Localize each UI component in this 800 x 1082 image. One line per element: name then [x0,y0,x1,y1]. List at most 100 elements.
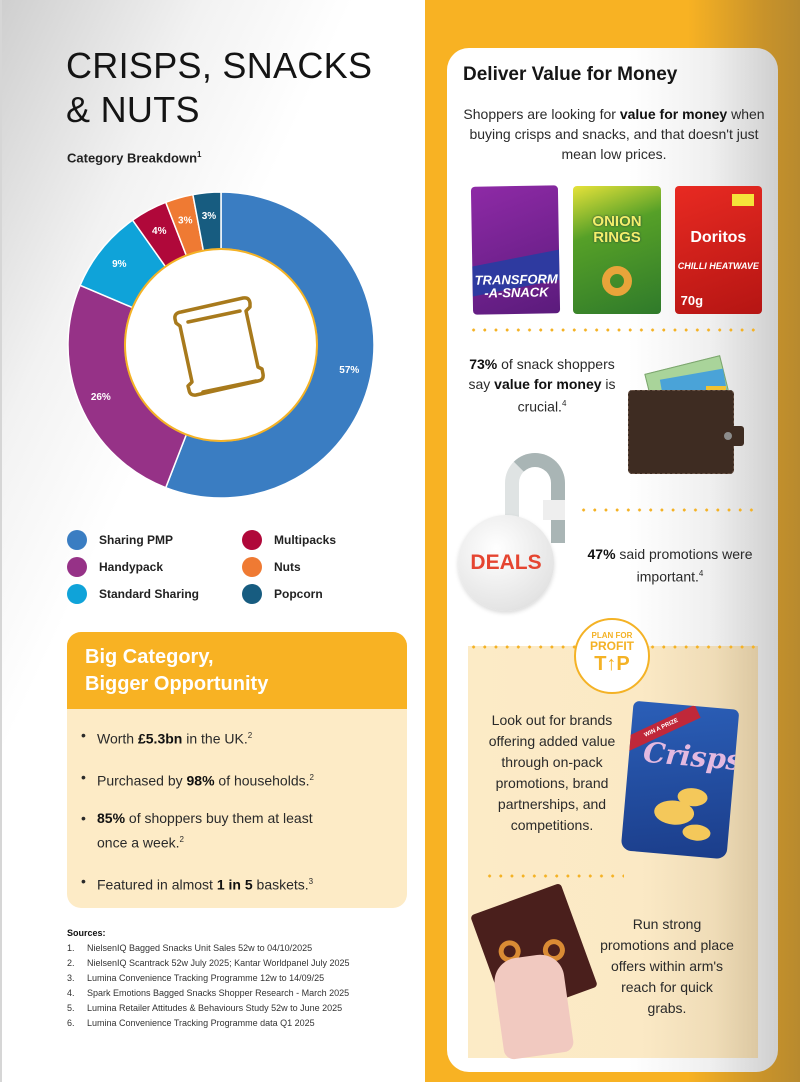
source-text: Lumina Retailer Attitudes & Behaviours S… [87,1003,343,1013]
source-item: 6. Lumina Convenience Tracking Programme … [67,1016,407,1031]
wallet-icon [628,352,746,474]
opportunity-item: 85% of shoppers buy them at least once a… [81,808,331,854]
value-card-title: Deliver Value for Money [463,64,678,85]
source-item: 3. Lumina Convenience Tracking Programme … [67,971,407,986]
footnote-ref: 2 [179,835,184,845]
crisps-bag-illustration: WIN A PRIZE Crisps [620,700,740,860]
text: said promotions were important. [615,546,753,585]
badge-line3: T↑P [594,653,630,675]
deals-wobbler-icon: DEALS [458,515,554,611]
text: baskets. [252,876,309,893]
legend-dot [242,557,262,577]
sources-heading: Sources: [67,928,106,938]
deals-tab [543,500,565,520]
source-text: Lumina Convenience Tracking Programme da… [87,1018,315,1028]
opportunity-list: Worth £5.3bn in the UK.2 Purchased by 98… [67,709,407,896]
sources-list: 1. NielsenIQ Bagged Snacks Unit Sales 52w… [67,941,407,1031]
footnote-ref: 2 [247,731,253,740]
source-text: Spark Emotions Bagged Snacks Shopper Res… [87,988,350,998]
footnote-ref: 1 [197,150,202,159]
category-donut-chart: 57% 26% 9% 4% 3% 3% [67,191,375,499]
legend-dot [242,584,262,604]
source-text: NielsenIQ Scantrack 52w July 2025; Kanta… [87,958,350,968]
pack-flavour: CHILLI HEATWAVE [677,261,759,271]
text: in the UK. [182,730,248,747]
flash-label [731,194,754,206]
plan-for-profit-tip-badge: PLAN FOR PROFIT T↑P [574,618,650,694]
badge-line1: PLAN FOR [591,631,633,640]
pack-line: -A-SNACK [484,284,549,301]
crisps-word: Crisps [641,735,740,778]
donut-hole [124,248,318,442]
dotted-divider [578,508,760,512]
deals-label: DEALS [470,551,542,574]
highlight: 98% [186,772,215,789]
footnote-ref: 4 [561,399,567,408]
legend-item-standard-sharing: Standard Sharing [67,584,242,604]
legend-dot [67,557,87,577]
highlight: 47% [587,546,616,562]
slice-label: 3% [202,211,217,222]
highlight: 73% [469,356,498,372]
wallet-button [724,432,732,440]
source-number: 3. [67,973,75,983]
highlight: £5.3bn [137,730,183,747]
slice-label: 4% [152,226,167,237]
slice-label: 9% [112,259,127,270]
opportunity-box: Big Category, Bigger Opportunity Worth £… [67,632,407,908]
dotted-divider [468,328,760,332]
text: when buying crisps and snacks, and that … [469,106,765,162]
source-number: 6. [67,1018,75,1028]
footnote-ref: 3 [308,876,314,886]
text: Shoppers are looking for [463,106,620,122]
highlight: value for money [494,376,602,392]
legend-label: Nuts [274,560,301,574]
opportunity-item: Purchased by 98% of households.2 [81,767,407,792]
source-number: 5. [67,1003,75,1013]
slice-label: 3% [178,215,193,226]
text: of snack shoppers say [468,356,615,392]
footnote-ref: 4 [698,569,704,578]
pack-name: Doritos CHILLI HEATWAVE [678,229,759,271]
legend-label: Multipacks [274,533,337,547]
text: of shoppers buy them at least once a wee… [97,810,313,851]
text: Featured in almost [97,876,217,893]
text: of households. [214,772,310,789]
text: Worth [97,730,138,747]
pack-name: TRANSFORM -A-SNACK [474,254,558,300]
legend-dot [67,530,87,550]
source-text: NielsenIQ Bagged Snacks Unit Sales 52w t… [87,943,313,953]
footnote-ref: 2 [309,772,314,782]
chip [681,823,712,842]
legend-label: Handypack [99,560,164,574]
source-number: 4. [67,988,75,998]
chart-subtitle-text: Category Breakdown [67,150,198,166]
product-packs: TRANSFORM -A-SNACK ONION RINGS Doritos CHIL… [470,185,762,315]
pack-line: RINGS [593,229,641,246]
text: is crucial. [517,376,616,415]
source-text: Lumina Convenience Tracking Programme 12… [87,973,325,983]
tip-promotions: Run strong promotions and place offers w… [600,916,734,1016]
legend-dot [67,584,87,604]
product-pack-onion-rings: ONION RINGS [573,186,661,314]
source-number: 1. [67,943,75,953]
source-item: 1. NielsenIQ Bagged Snacks Unit Sales 52w… [67,941,407,956]
legend-item-handypack: Handypack [67,557,242,577]
product-pack-doritos: Doritos CHILLI HEATWAVE 70g [674,186,762,314]
chart-legend: Sharing PMP Multipacks Handypack Nuts St… [67,530,407,604]
highlight: value for money [619,106,728,122]
opportunity-item: Featured in almost 1 in 5 baskets.3 [81,871,407,896]
pack-brand: Doritos [690,229,747,246]
pack-line: ONION [592,213,642,230]
dotted-divider [484,874,624,878]
source-item: 5. Lumina Retailer Attitudes & Behaviours… [67,1001,407,1016]
opportunity-heading-line2: Bigger Opportunity [85,673,269,695]
value-intro: Shoppers are looking for value for money… [458,104,770,164]
text: Purchased by [97,772,187,789]
slice-label: 26% [91,392,111,403]
legend-item-popcorn: Popcorn [242,584,407,604]
product-pack-transform-a-snack: TRANSFORM -A-SNACK [470,185,561,315]
highlight: 1 in 5 [216,876,253,893]
source-item: 2. NielsenIQ Scantrack 52w July 2025; Kan… [67,956,407,971]
legend-label: Popcorn [274,587,323,601]
